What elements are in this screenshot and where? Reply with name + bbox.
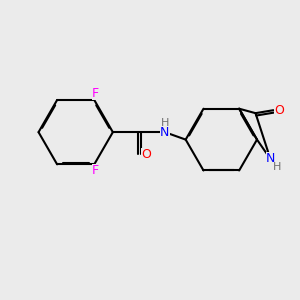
Text: O: O xyxy=(274,104,284,117)
Text: H: H xyxy=(273,162,281,172)
Text: N: N xyxy=(266,152,275,165)
Text: O: O xyxy=(142,148,152,161)
Text: F: F xyxy=(92,87,99,100)
Text: H: H xyxy=(161,118,169,128)
Text: F: F xyxy=(92,164,99,177)
Text: N: N xyxy=(160,126,170,139)
